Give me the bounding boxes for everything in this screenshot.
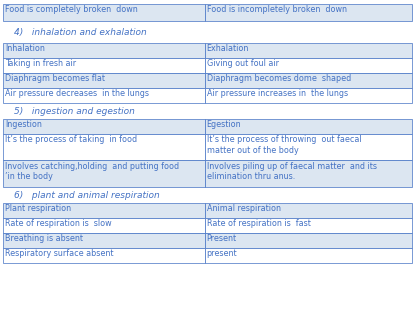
Bar	[3, 88, 205, 103]
Bar	[205, 233, 412, 248]
Bar	[3, 73, 205, 88]
Text: Rate of respiration is  slow: Rate of respiration is slow	[5, 219, 112, 228]
Bar	[205, 203, 412, 218]
Text: 4)   inhalation and exhalation: 4) inhalation and exhalation	[14, 28, 146, 37]
Bar	[3, 58, 205, 73]
Bar	[3, 203, 205, 218]
Text: Inhalation: Inhalation	[5, 44, 45, 53]
Text: Diaphragm becomes flat: Diaphragm becomes flat	[5, 74, 105, 83]
Text: present: present	[207, 249, 237, 258]
Bar	[3, 218, 205, 233]
Text: Plant respiration: Plant respiration	[5, 204, 71, 213]
Bar	[205, 58, 412, 73]
Bar	[205, 248, 412, 263]
Bar	[205, 73, 412, 88]
Bar	[3, 248, 205, 263]
Text: Taking in fresh air: Taking in fresh air	[5, 59, 76, 68]
Bar	[3, 4, 205, 21]
Text: Giving out foul air: Giving out foul air	[207, 59, 279, 68]
Bar	[205, 4, 412, 21]
Text: Ingestion: Ingestion	[5, 120, 42, 129]
Text: Food is incompletely broken  down: Food is incompletely broken down	[207, 5, 347, 14]
Text: It’s the process of throwing  out faecal
matter out of the body: It’s the process of throwing out faecal …	[207, 135, 361, 155]
Bar	[205, 88, 412, 103]
Text: Involves piling up of faecal matter  and its
elimination thru anus.: Involves piling up of faecal matter and …	[207, 162, 377, 181]
Text: Breathing is absent: Breathing is absent	[5, 234, 83, 243]
Text: Diaphragm becomes dome  shaped: Diaphragm becomes dome shaped	[207, 74, 351, 83]
Text: Rate of respiration is  fast: Rate of respiration is fast	[207, 219, 310, 228]
Text: Respiratory surface absent: Respiratory surface absent	[5, 249, 114, 258]
Text: Air pressure decreases  in the lungs: Air pressure decreases in the lungs	[5, 89, 149, 98]
Text: Exhalation: Exhalation	[207, 44, 249, 53]
Bar	[205, 218, 412, 233]
Text: It’s the process of taking  in food: It’s the process of taking in food	[5, 135, 137, 144]
Bar	[3, 233, 205, 248]
Bar	[205, 134, 412, 160]
Text: Involves catching,holding  and putting food
’in the body: Involves catching,holding and putting fo…	[5, 162, 180, 181]
Text: Egestion: Egestion	[207, 120, 242, 129]
Text: Food is completely broken  down: Food is completely broken down	[5, 5, 138, 14]
Text: Air pressure increases in  the lungs: Air pressure increases in the lungs	[207, 89, 348, 98]
Bar	[205, 43, 412, 58]
Bar	[205, 160, 412, 187]
Bar	[3, 119, 205, 134]
Text: 6)   plant and animal respiration: 6) plant and animal respiration	[14, 191, 159, 200]
Text: Animal respiration: Animal respiration	[207, 204, 281, 213]
Bar	[3, 134, 205, 160]
Text: Present: Present	[207, 234, 237, 243]
Text: 5)   ingestion and egestion: 5) ingestion and egestion	[14, 107, 134, 116]
Bar	[205, 119, 412, 134]
Bar	[3, 43, 205, 58]
Bar	[3, 160, 205, 187]
